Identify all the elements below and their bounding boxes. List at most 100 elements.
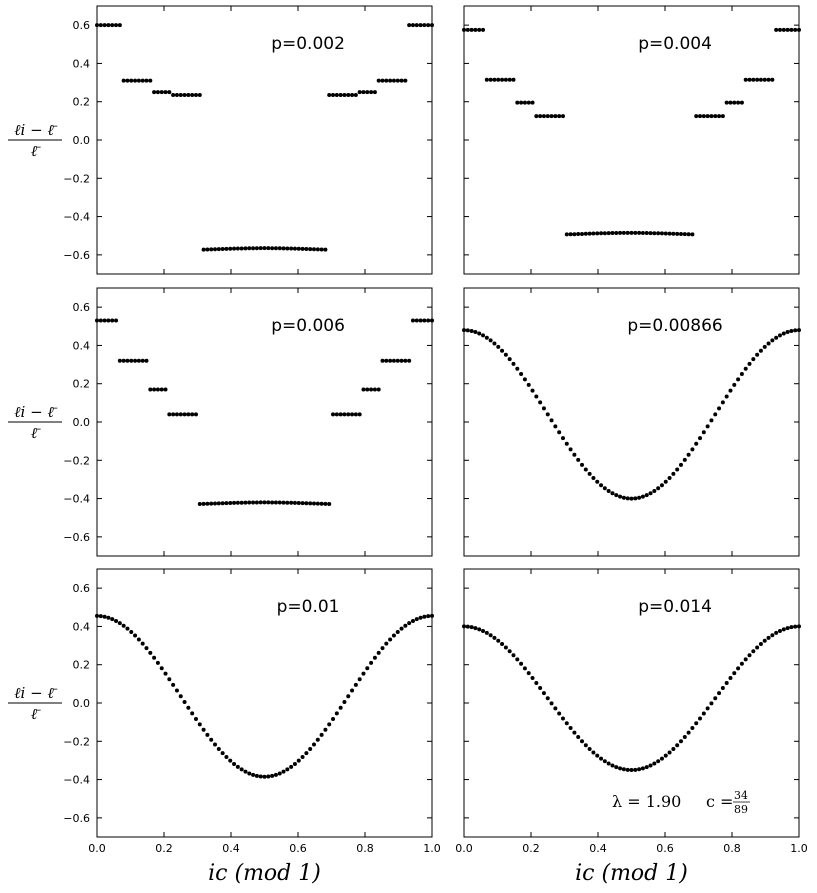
data-point: [300, 755, 305, 760]
data-point: [705, 114, 710, 119]
data-point: [98, 614, 103, 619]
data-point: [235, 500, 240, 505]
panel-label: p=0.014: [638, 597, 712, 617]
data-point: [331, 412, 336, 417]
y-tick-label: 0.4: [73, 57, 91, 70]
y-tick-label: 0.0: [73, 697, 91, 710]
data-point: [602, 231, 607, 236]
data-point: [507, 77, 512, 82]
data-point: [209, 501, 214, 506]
data-point: [201, 727, 206, 732]
data-point: [270, 246, 275, 251]
data-point: [637, 230, 642, 235]
data-point: [758, 348, 763, 353]
data-point: [503, 645, 508, 650]
data-point: [410, 23, 415, 28]
data-point: [717, 406, 722, 411]
data-point: [193, 412, 198, 417]
data-point: [136, 637, 141, 642]
data-point: [728, 675, 733, 680]
data-point: [243, 769, 248, 774]
data-point: [530, 388, 535, 393]
data-point: [391, 78, 396, 83]
data-point: [762, 344, 767, 349]
data-point: [705, 424, 710, 429]
data-point: [557, 430, 562, 435]
data-point: [197, 722, 202, 727]
data-point: [315, 247, 320, 252]
data-point: [644, 231, 649, 236]
data-point: [663, 231, 668, 236]
data-point: [376, 650, 381, 655]
data-point: [717, 114, 722, 119]
data-point: [182, 700, 187, 705]
y-tick-label: −0.2: [63, 172, 90, 185]
data-point: [690, 232, 695, 237]
data-point: [793, 27, 798, 32]
data-point: [311, 742, 316, 747]
y-tick-label: 0.4: [73, 620, 91, 633]
data-point: [361, 90, 366, 95]
data-point: [789, 625, 794, 630]
data-point: [338, 93, 343, 98]
data-point: [606, 761, 611, 766]
data-point: [414, 617, 419, 622]
data-point: [357, 412, 362, 417]
data-point: [380, 358, 385, 363]
panel-5: 0.6 0.4 0.2 0.0 −0.2 −0.4 −0.6 0.0 0.2 0.4 0.6 0.8 1…: [63, 568, 441, 855]
data-point: [270, 773, 275, 778]
data-point: [766, 635, 771, 640]
data-point: [266, 500, 271, 505]
data-point: [682, 735, 687, 740]
data-point: [541, 406, 546, 411]
data-point: [163, 387, 168, 392]
data-point: [720, 400, 725, 405]
data-point: [106, 318, 111, 323]
y-tick-label: 0.2: [73, 659, 91, 672]
data-point: [728, 388, 733, 393]
data-point: [319, 501, 324, 506]
data-point: [743, 77, 748, 82]
data-point: [350, 688, 355, 693]
data-point: [739, 371, 744, 376]
data-point: [576, 457, 581, 462]
data-point: [285, 246, 290, 251]
data-point: [289, 246, 294, 251]
data-point: [663, 479, 668, 484]
data-point: [580, 231, 585, 236]
x-tick-label: 0.6: [289, 842, 307, 855]
data-point: [618, 230, 623, 235]
data-point: [602, 759, 607, 764]
data-point: [728, 100, 733, 105]
data-point: [500, 77, 505, 82]
data-point: [553, 706, 558, 711]
data-point: [629, 768, 634, 772]
data-point: [720, 114, 725, 119]
y-label-denominator: ℓ̄: [31, 142, 41, 160]
y-label-numerator: ℓi − ℓ̄: [14, 403, 57, 421]
data-point: [342, 700, 347, 705]
data-point: [777, 27, 782, 32]
data-point: [144, 78, 149, 83]
data-point: [568, 447, 573, 452]
data-point: [587, 471, 592, 476]
data-point: [407, 621, 412, 626]
data-point: [602, 486, 607, 491]
data-point: [98, 318, 103, 323]
data-point: [95, 613, 99, 618]
data-point: [213, 501, 218, 506]
data-point: [640, 230, 645, 235]
data-point: [488, 77, 493, 82]
data-point: [228, 246, 233, 251]
data-point: [762, 77, 767, 82]
data-point: [106, 23, 111, 28]
data-point: [629, 496, 634, 501]
data-point: [190, 711, 195, 716]
data-point: [770, 633, 775, 638]
data-point: [403, 358, 408, 363]
data-point: [770, 77, 775, 82]
data-point: [380, 78, 385, 83]
data-point: [418, 615, 423, 620]
data-point: [174, 688, 179, 693]
